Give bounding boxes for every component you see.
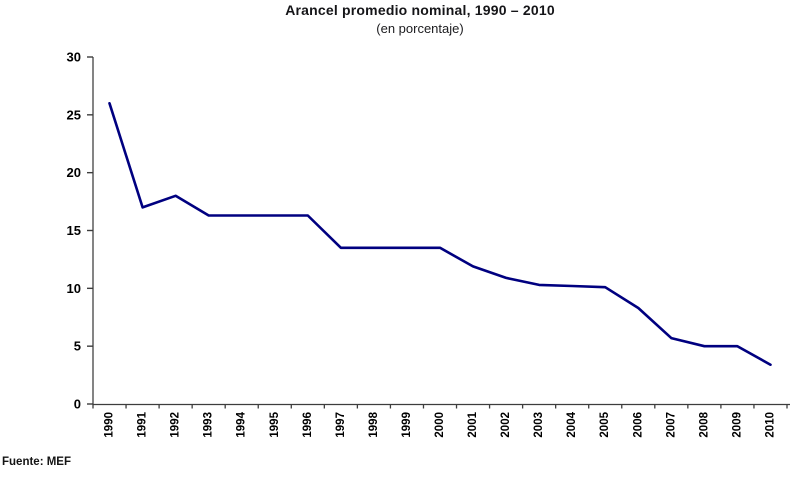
x-axis-label: 2009 [731,412,743,438]
chart-subtitle: (en porcentaje) [376,21,464,36]
x-axis-label: 2001 [467,411,479,437]
x-axis-label: 1990 [104,412,116,438]
x-axis-label: 2006 [632,412,644,438]
data-line [108,102,772,367]
y-axis-label: 20 [67,165,81,180]
source-note: Fuente: MEF [2,456,71,468]
x-axis-label: 1992 [170,412,182,438]
x-axis-label: 1997 [335,412,347,438]
x-axis-label: 2005 [599,411,611,437]
x-axis-label: 2002 [500,412,512,438]
x-axis-label: 2010 [764,412,776,438]
x-axis-label: 2004 [566,411,578,437]
x-axis-label: 1991 [137,411,149,437]
y-axis-label: 5 [74,339,81,354]
y-axis-label: 15 [67,223,81,238]
x-axis-label: 2008 [698,411,710,437]
x-axis-label: 1994 [236,411,248,437]
x-axis-label: 1993 [203,412,215,438]
x-axis-label: 1996 [302,412,314,438]
x-axis-label: 1998 [368,411,380,437]
y-axis-label: 0 [74,397,81,412]
chart-title: Arancel promedio nominal, 1990 – 2010 [285,2,555,18]
y-axis-label: 10 [67,281,81,296]
x-axis-label: 2003 [533,412,545,438]
y-axis-label: 25 [67,107,81,122]
y-axis-label: 30 [67,50,81,65]
x-axis-label: 2000 [434,412,446,438]
x-axis-label: 1999 [401,412,413,438]
x-axis-label: 2007 [665,412,677,438]
x-axis-label: 1995 [269,411,281,437]
